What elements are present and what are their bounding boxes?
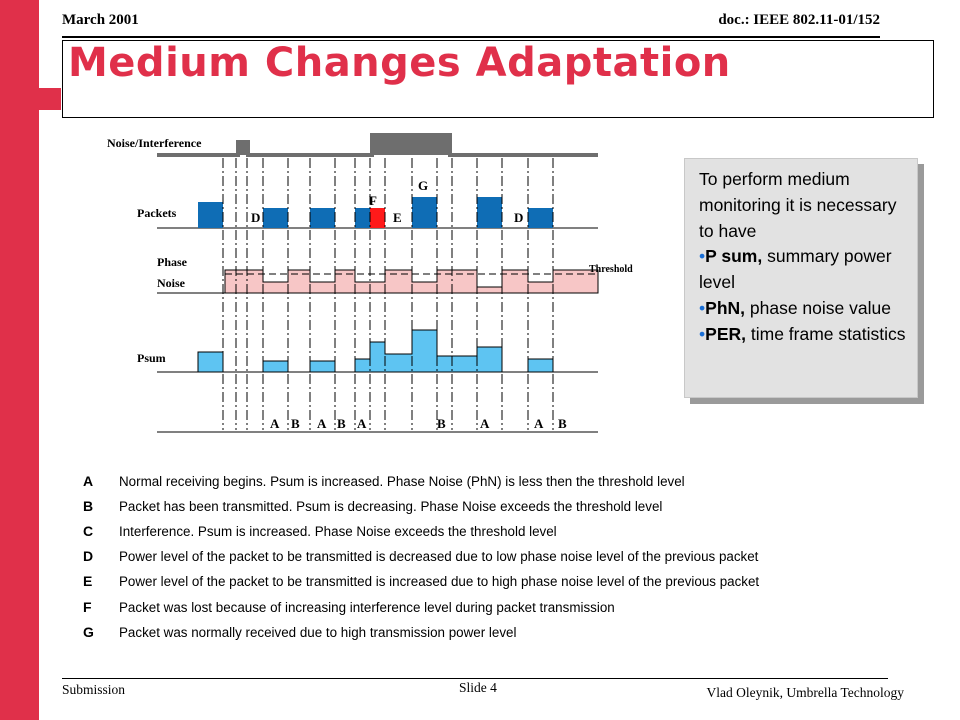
info-desc: phase noise value	[745, 297, 891, 318]
event-letters: A B A B A B A A B	[270, 416, 567, 431]
footer-submission: Submission	[62, 682, 126, 697]
info-desc: time frame statistics	[746, 323, 906, 344]
accent-tab	[39, 88, 61, 110]
legend-key: G	[83, 624, 94, 640]
psum-area	[197, 329, 554, 373]
legend-text: Packet has been transmitted. Psum is dec…	[119, 499, 663, 514]
monitoring-info-box: To perform medium monitoring it is neces…	[684, 158, 918, 398]
noise-interference-burst	[372, 134, 450, 155]
slide-title: Medium Changes Adaptation	[68, 40, 731, 86]
footer-author: Vlad Oleynik, Umbrella Technology	[706, 685, 904, 700]
legend-text: Packet was lost because of increasing in…	[119, 600, 615, 615]
event-letter: B	[558, 416, 567, 431]
legend-text: Power level of the packet to be transmit…	[119, 574, 760, 589]
info-term: PER,	[705, 323, 746, 344]
header-rule	[62, 36, 880, 38]
packet-letter-e: E	[393, 210, 402, 225]
label-threshold: Threshold	[589, 264, 633, 275]
event-letter: A	[317, 416, 327, 431]
legend-row: G Packet was normally received due to hig…	[83, 624, 516, 640]
header-date: March 2001	[62, 12, 139, 28]
legend-key: E	[83, 573, 93, 589]
noise-spike-small	[238, 141, 248, 155]
packet-2	[263, 208, 288, 228]
legend-text: Power level of the packet to be transmit…	[119, 549, 759, 564]
legend-text: Interference. Psum is increased. Phase N…	[119, 524, 557, 539]
left-accent-bar	[0, 0, 39, 720]
legend-key: F	[83, 599, 92, 615]
event-letter: A	[270, 416, 280, 431]
info-intro: To perform medium monitoring it is neces…	[699, 169, 897, 241]
legend-key: D	[83, 548, 94, 564]
event-letter: A	[534, 416, 544, 431]
packet-7	[528, 208, 553, 228]
packet-6	[477, 197, 502, 228]
legend-row: B Packet has been transmitted. Psum is de…	[83, 498, 662, 514]
legend-text: Normal receiving begins. Psum is increas…	[119, 474, 685, 489]
legend-row: F Packet was lost because of increasing i…	[83, 599, 615, 615]
info-term: P sum,	[705, 246, 763, 267]
legend-key: C	[83, 523, 94, 539]
footer-rule	[62, 678, 888, 679]
packet-4	[355, 208, 370, 228]
event-letter: B	[337, 416, 346, 431]
legend-row: E Power level of the packet to be transmi…	[83, 573, 759, 589]
packet-5	[412, 197, 437, 228]
packet-lost	[370, 208, 385, 228]
packet-letter-g: G	[418, 178, 428, 193]
packet-letter-d2: D	[514, 210, 523, 225]
title-frame	[62, 40, 934, 118]
event-letter: A	[357, 416, 367, 431]
footer-slide-number: Slide 4	[459, 680, 497, 695]
packet-letter-f: F	[369, 193, 377, 208]
label-phase: Phase	[157, 255, 188, 269]
event-letter: A	[480, 416, 490, 431]
legend-text: Packet was normally received due to high…	[119, 625, 517, 640]
packet-letter-d1: D	[251, 210, 260, 225]
legend-key: B	[83, 498, 94, 514]
label-packets: Packets	[137, 206, 177, 220]
header-doc-id: doc.: IEEE 802.11-01/152	[718, 12, 880, 28]
packet-1	[198, 202, 223, 228]
legend-row: A Normal receiving begins. Psum is increa…	[83, 473, 685, 489]
info-term: PhN,	[705, 297, 746, 318]
label-noise: Noise	[157, 276, 186, 290]
legend-row: C Interference. Psum is increased. Phase …	[83, 523, 557, 539]
event-letter: B	[291, 416, 300, 431]
packet-3	[310, 208, 335, 228]
info-bullet: •PhN, phase noise value	[699, 297, 891, 318]
label-psum: Psum	[137, 351, 166, 365]
info-bullet: •PER, time frame statistics	[699, 323, 906, 344]
legend-key: A	[83, 473, 94, 489]
info-desc: summary power level	[699, 246, 892, 293]
legend-row: D Power level of the packet to be transmi…	[83, 548, 758, 564]
event-letter: B	[437, 416, 446, 431]
info-bullet: •P sum, summary power level	[699, 246, 892, 293]
event-markers	[222, 158, 554, 430]
label-noise-interference: Noise/Interference	[107, 136, 202, 150]
